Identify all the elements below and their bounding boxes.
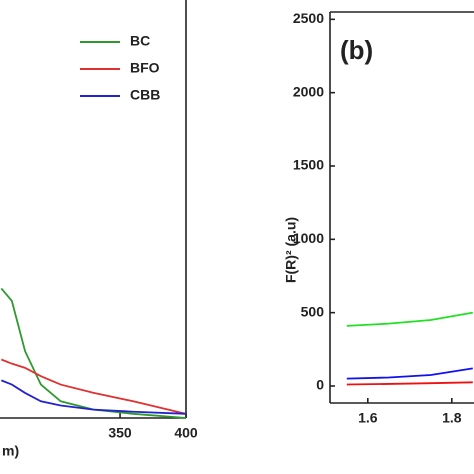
x-tick-label: 1.8 bbox=[442, 410, 462, 426]
x-tick-label: 400 bbox=[174, 425, 198, 441]
series-line bbox=[346, 311, 473, 327]
legend-label: CBB bbox=[130, 87, 160, 103]
series-line bbox=[0, 358, 187, 415]
legend-label: BFO bbox=[130, 60, 160, 76]
series-line bbox=[0, 287, 187, 419]
series-line bbox=[346, 367, 473, 380]
y-tick-label: 1000 bbox=[293, 230, 324, 246]
y-tick-label: 0 bbox=[316, 377, 324, 393]
panel-label: (b) bbox=[340, 35, 373, 65]
y-tick-label: 1500 bbox=[293, 157, 324, 173]
x-tick-label: 350 bbox=[108, 425, 132, 441]
legend-label: BC bbox=[130, 33, 150, 49]
y-tick-label: 500 bbox=[301, 303, 325, 319]
x-axis-label: m) bbox=[2, 443, 19, 459]
series-line bbox=[346, 381, 473, 386]
y-tick-label: 2500 bbox=[293, 10, 324, 26]
y-axis-label: F(R)² (a.u) bbox=[283, 217, 299, 283]
x-tick-label: 1.6 bbox=[358, 410, 378, 426]
y-tick-label: 2000 bbox=[293, 83, 324, 99]
series-line bbox=[0, 379, 187, 415]
